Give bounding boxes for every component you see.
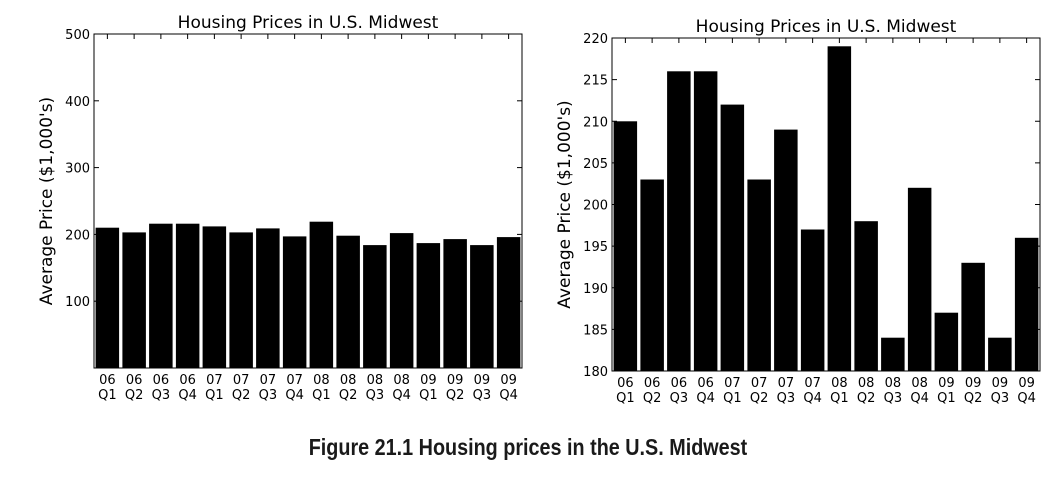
x-tick-label: 06 Q2 bbox=[125, 373, 144, 403]
y-tick-label: 220 bbox=[583, 32, 608, 47]
bar bbox=[202, 226, 227, 368]
x-tick-label: 09 Q1 bbox=[937, 376, 956, 406]
x-tick-label: 08 Q4 bbox=[910, 376, 929, 406]
x-tick-label: 06 Q4 bbox=[696, 376, 715, 406]
y-tick-label: 500 bbox=[65, 28, 90, 43]
bar bbox=[470, 245, 494, 368]
x-tick-label: 06 Q1 bbox=[98, 373, 117, 403]
x-tick-label: 07 Q3 bbox=[259, 373, 278, 403]
figure-caption: Figure 21.1 Housing prices in the U.S. M… bbox=[308, 434, 748, 460]
charts-figure: 100 200 300 400 500 06 Q1 06 Q2 06 Q3 06 Q4 07 Q1 07 Q2 0… bbox=[37, 13, 1041, 406]
x-tick-label: 07 Q1 bbox=[723, 376, 742, 406]
bar bbox=[693, 71, 718, 372]
y-tick-label: 300 bbox=[65, 162, 90, 177]
bar bbox=[149, 223, 173, 368]
y-tick-label: 200 bbox=[583, 199, 608, 214]
bar bbox=[640, 179, 664, 371]
bar bbox=[774, 129, 798, 371]
y-tick-label: 195 bbox=[583, 240, 608, 255]
bar bbox=[95, 227, 120, 368]
x-tick-label: 08 Q2 bbox=[339, 373, 358, 403]
x-tick-label: 07 Q4 bbox=[285, 373, 304, 403]
x-tick-label: 08 Q3 bbox=[884, 376, 903, 406]
bar bbox=[282, 236, 307, 368]
bar bbox=[256, 228, 280, 368]
x-tick-label: 09 Q2 bbox=[446, 373, 465, 403]
chart-title: Housing Prices in U.S. Midwest bbox=[696, 17, 957, 37]
x-tick-label: 08 Q4 bbox=[392, 373, 411, 403]
chart-left: 100 200 300 400 500 06 Q1 06 Q2 06 Q3 06 Q4 07 Q1 07 Q2 0… bbox=[37, 13, 523, 403]
bar bbox=[613, 121, 638, 372]
x-tick-label: 09 Q3 bbox=[473, 373, 492, 403]
plot-frame bbox=[93, 33, 523, 369]
x-tick-label: 06 Q2 bbox=[643, 376, 662, 406]
bar bbox=[363, 245, 387, 368]
x-tick-label: 09 Q3 bbox=[991, 376, 1010, 406]
chart-right: 180 185 190 195 200 205 210 215 220 06 Q1 06 Q2 06 Q3 0… bbox=[555, 17, 1041, 406]
x-tick-label: 07 Q3 bbox=[777, 376, 796, 406]
bar bbox=[1014, 237, 1039, 371]
x-tick-label: 08 Q1 bbox=[312, 373, 331, 403]
bar bbox=[800, 229, 825, 371]
x-tick-label: 08 Q3 bbox=[366, 373, 385, 403]
bar bbox=[496, 237, 521, 368]
x-tick-label: 07 Q4 bbox=[803, 376, 822, 406]
x-tick-label: 08 Q1 bbox=[830, 376, 849, 406]
y-tick-label: 100 bbox=[65, 295, 90, 310]
y-tick-label: 210 bbox=[583, 115, 608, 130]
bar bbox=[175, 223, 200, 368]
bar bbox=[881, 337, 905, 371]
y-axis-label: Average Price ($1,000's) bbox=[37, 97, 57, 305]
y-tick-label: 180 bbox=[583, 365, 608, 380]
bar bbox=[988, 337, 1012, 371]
bar bbox=[443, 239, 467, 368]
x-tick-label: 08 Q2 bbox=[857, 376, 876, 406]
x-tick-label: 09 Q4 bbox=[1017, 376, 1036, 406]
bar bbox=[336, 235, 360, 368]
x-tick-label: 07 Q2 bbox=[750, 376, 769, 406]
y-axis-label: Average Price ($1,000's) bbox=[555, 100, 575, 308]
y-tick-label: 185 bbox=[583, 323, 608, 338]
bar bbox=[416, 243, 441, 368]
x-tick-label: 09 Q1 bbox=[419, 373, 438, 403]
bar bbox=[389, 233, 414, 368]
x-tick-label: 07 Q2 bbox=[232, 373, 251, 403]
bar bbox=[934, 312, 959, 371]
y-tick-label: 400 bbox=[65, 95, 90, 110]
bar bbox=[961, 262, 985, 371]
y-tick-label: 205 bbox=[583, 157, 608, 172]
bar bbox=[720, 104, 745, 371]
bar bbox=[747, 179, 771, 371]
bar bbox=[667, 71, 691, 372]
y-tick-label: 200 bbox=[65, 228, 90, 243]
y-tick-label: 215 bbox=[583, 74, 608, 89]
x-tick-label: 09 Q4 bbox=[499, 373, 518, 403]
bar bbox=[854, 221, 878, 371]
x-tick-label: 06 Q4 bbox=[178, 373, 197, 403]
chart-title: Housing Prices in U.S. Midwest bbox=[178, 13, 439, 33]
bar bbox=[907, 187, 932, 371]
bar bbox=[122, 232, 146, 368]
x-tick-label: 07 Q1 bbox=[205, 373, 224, 403]
x-tick-label: 06 Q1 bbox=[616, 376, 635, 406]
x-tick-label: 06 Q3 bbox=[152, 373, 171, 403]
y-tick-label: 190 bbox=[583, 282, 608, 297]
x-tick-label: 06 Q3 bbox=[670, 376, 689, 406]
bar bbox=[229, 232, 253, 368]
bar bbox=[309, 221, 334, 368]
bar bbox=[827, 46, 852, 372]
x-tick-label: 09 Q2 bbox=[964, 376, 983, 406]
